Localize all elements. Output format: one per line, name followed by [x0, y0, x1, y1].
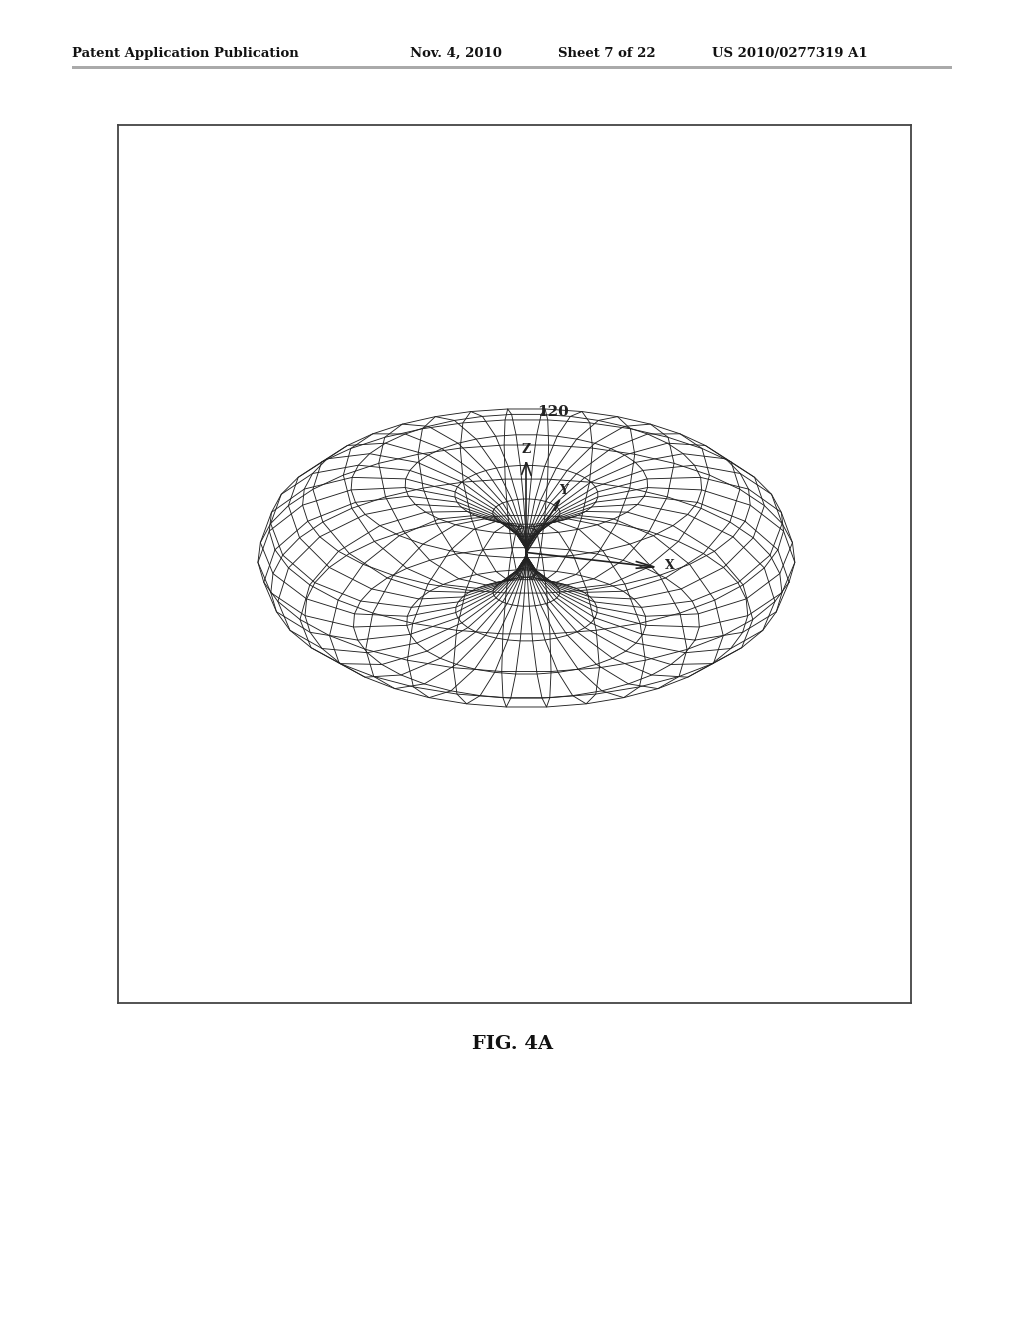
Text: Sheet 7 of 22: Sheet 7 of 22: [558, 46, 655, 59]
Text: Nov. 4, 2010: Nov. 4, 2010: [410, 46, 502, 59]
Text: Patent Application Publication: Patent Application Publication: [72, 46, 298, 59]
Text: US 2010/0277319 A1: US 2010/0277319 A1: [712, 46, 867, 59]
Text: FIG. 4A: FIG. 4A: [471, 1035, 553, 1053]
